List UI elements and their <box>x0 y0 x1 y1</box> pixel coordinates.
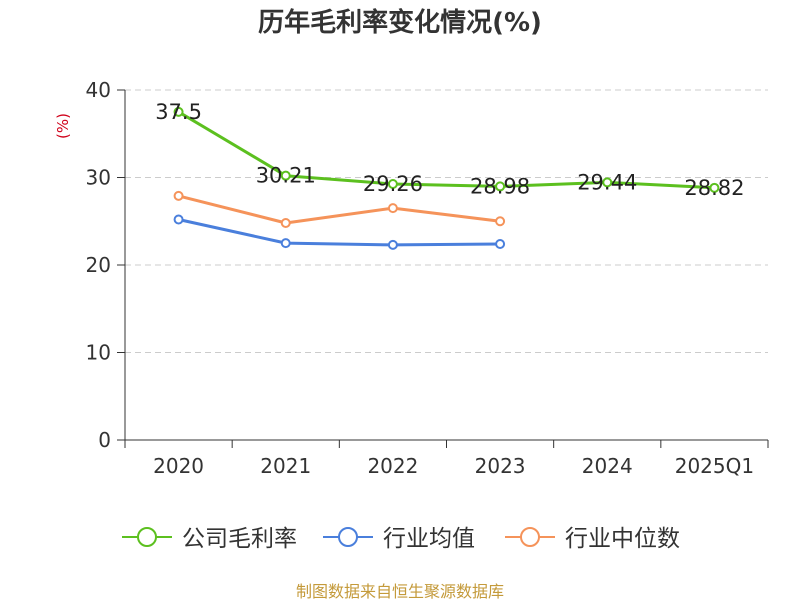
data-label: 30.21 <box>256 164 316 188</box>
x-tick-label: 2024 <box>582 454 633 478</box>
y-tick-label: 0 <box>98 428 111 452</box>
data-point <box>280 238 291 249</box>
data-label: 28.98 <box>470 174 530 198</box>
y-tick-label: 30 <box>86 166 111 190</box>
data-label: 29.44 <box>577 170 637 194</box>
data-point <box>387 239 398 250</box>
data-label: 29.26 <box>363 172 423 196</box>
data-label: 37.5 <box>155 100 202 124</box>
data-label: 28.82 <box>684 176 744 200</box>
y-axis-label: (%) <box>54 113 72 139</box>
x-tick-label: 2020 <box>153 454 204 478</box>
series-lines <box>173 106 720 250</box>
source-footer: 制图数据来自恒生聚源数据库 <box>295 582 504 601</box>
series-line <box>178 194 501 225</box>
data-point <box>709 182 720 193</box>
y-tick-label: 40 <box>86 78 111 102</box>
data-point <box>495 239 506 249</box>
data-point <box>280 218 291 228</box>
x-tick-label: 2023 <box>475 454 526 478</box>
data-point <box>173 214 184 225</box>
x-tick-label: 2025Q1 <box>675 454 754 478</box>
data-point <box>602 177 613 188</box>
data-point <box>495 181 506 192</box>
data-point <box>173 190 184 201</box>
y-tick-label: 20 <box>86 253 111 277</box>
series-line <box>177 110 715 190</box>
series-line <box>178 218 501 247</box>
data-point <box>173 106 184 117</box>
grid-lines <box>125 89 768 353</box>
axes: 0 10 20 30 40 2020 2021 2022 2023 2024 2025Q1 <box>86 78 769 478</box>
legend-marker <box>137 527 157 547</box>
data-point <box>387 178 398 189</box>
legend-label: 行业均值 <box>383 526 475 552</box>
data-labels: 37.5 30.21 29.26 28.98 29.44 28.82 <box>155 100 744 200</box>
legend-marker <box>338 527 358 547</box>
x-tick-label: 2022 <box>367 454 418 478</box>
legend-marker <box>520 527 540 547</box>
data-point <box>495 216 506 227</box>
y-tick-label: 10 <box>86 341 111 365</box>
legend-label: 公司毛利率 <box>182 526 297 552</box>
x-tick-label: 2021 <box>260 454 311 478</box>
legend-label: 行业中位数 <box>565 526 680 552</box>
data-point <box>387 203 398 214</box>
chart-title: 历年毛利率变化情况(%) <box>258 8 542 38</box>
legend: 公司毛利率 行业均值 行业中位数 <box>122 526 680 552</box>
data-point <box>280 170 291 181</box>
